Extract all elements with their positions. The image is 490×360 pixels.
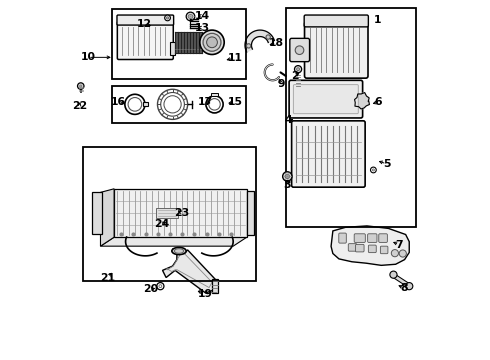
FancyBboxPatch shape [289, 80, 363, 118]
Text: 9: 9 [277, 79, 285, 89]
Polygon shape [163, 249, 216, 293]
Circle shape [285, 174, 290, 179]
FancyBboxPatch shape [294, 85, 358, 114]
Polygon shape [100, 189, 114, 246]
Circle shape [77, 83, 84, 89]
Text: 1: 1 [374, 15, 381, 26]
Text: 13: 13 [195, 23, 210, 33]
Circle shape [167, 17, 169, 19]
Bar [211, 93, 218, 96]
Text: 19: 19 [197, 289, 212, 299]
Circle shape [294, 66, 302, 73]
Bar [112, 86, 245, 123]
Text: 11: 11 [227, 53, 243, 63]
Bar [170, 41, 175, 55]
Circle shape [186, 12, 195, 21]
Text: 21: 21 [100, 273, 116, 283]
Bar [247, 191, 254, 235]
Polygon shape [331, 226, 409, 265]
Polygon shape [355, 93, 369, 109]
Ellipse shape [174, 249, 184, 253]
Circle shape [295, 46, 304, 54]
Polygon shape [114, 189, 247, 237]
FancyBboxPatch shape [379, 234, 388, 242]
FancyBboxPatch shape [117, 22, 173, 59]
Circle shape [372, 169, 374, 171]
Circle shape [200, 30, 224, 54]
Bar [212, 279, 219, 293]
Circle shape [207, 37, 218, 48]
Text: 2: 2 [292, 71, 299, 81]
FancyBboxPatch shape [348, 244, 357, 251]
Bar [83, 147, 256, 281]
Polygon shape [100, 237, 247, 246]
Text: 16: 16 [111, 97, 126, 107]
Text: 4: 4 [285, 115, 293, 125]
FancyBboxPatch shape [368, 245, 376, 253]
FancyBboxPatch shape [380, 246, 388, 254]
Text: 22: 22 [72, 102, 87, 112]
Text: 14: 14 [195, 11, 210, 21]
Circle shape [399, 250, 406, 257]
Bar [156, 208, 177, 219]
Text: 6: 6 [374, 97, 382, 107]
Text: 8: 8 [401, 283, 408, 293]
Circle shape [188, 14, 193, 19]
FancyBboxPatch shape [304, 22, 368, 78]
Bar [92, 192, 101, 234]
Text: 23: 23 [174, 208, 190, 218]
Circle shape [296, 68, 299, 71]
Circle shape [406, 283, 413, 290]
FancyBboxPatch shape [368, 234, 377, 242]
FancyBboxPatch shape [117, 15, 173, 25]
Circle shape [246, 44, 251, 48]
FancyBboxPatch shape [354, 234, 366, 242]
Circle shape [203, 33, 221, 51]
Circle shape [392, 249, 398, 257]
Text: 3: 3 [284, 180, 291, 190]
Bar [112, 9, 245, 79]
Bar [143, 102, 148, 107]
Text: 17: 17 [198, 97, 213, 107]
Circle shape [266, 35, 270, 39]
Bar [175, 32, 202, 53]
FancyBboxPatch shape [290, 39, 310, 62]
Text: 7: 7 [395, 239, 403, 249]
Circle shape [80, 85, 82, 87]
Bar [286, 8, 416, 227]
FancyBboxPatch shape [355, 244, 364, 252]
Text: 12: 12 [137, 19, 152, 29]
Circle shape [283, 172, 292, 181]
Ellipse shape [172, 247, 186, 255]
Text: 5: 5 [383, 159, 391, 169]
Circle shape [390, 271, 397, 278]
Text: 15: 15 [227, 97, 243, 107]
Text: 24: 24 [154, 219, 170, 229]
Polygon shape [245, 30, 274, 52]
Text: 18: 18 [269, 38, 284, 48]
FancyBboxPatch shape [292, 121, 365, 187]
FancyBboxPatch shape [339, 233, 346, 243]
FancyBboxPatch shape [304, 15, 368, 27]
Text: 10: 10 [80, 52, 96, 62]
Text: 20: 20 [143, 284, 158, 294]
Circle shape [165, 15, 171, 21]
